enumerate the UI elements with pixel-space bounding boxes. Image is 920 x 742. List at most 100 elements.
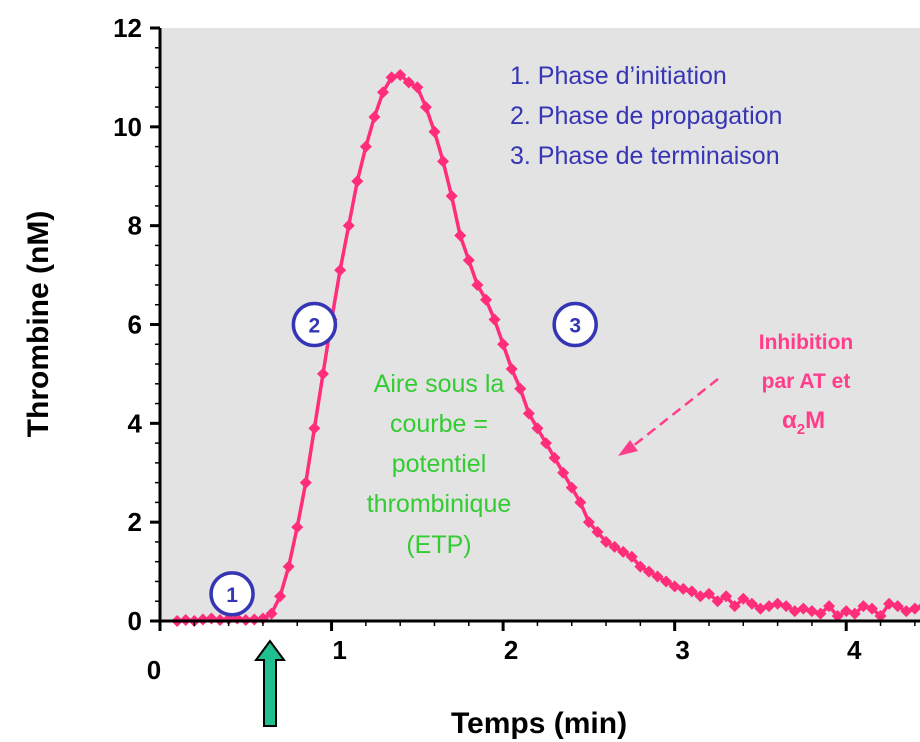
data-point — [394, 68, 407, 81]
data-point — [591, 526, 604, 539]
data-point — [883, 597, 896, 610]
data-point — [745, 597, 758, 610]
data-point — [900, 605, 913, 618]
data-point — [634, 560, 647, 573]
data-point — [780, 600, 793, 613]
alpha-subscript: 2 — [797, 421, 805, 438]
data-point — [497, 338, 510, 351]
data-point — [642, 565, 655, 578]
data-point — [548, 451, 561, 464]
data-point — [274, 590, 287, 603]
data-point — [557, 466, 570, 479]
y-tick-label: 10 — [113, 112, 142, 142]
data-point — [917, 603, 920, 609]
y-tick-label: 12 — [113, 13, 142, 43]
data-point — [471, 278, 484, 291]
data-point — [385, 71, 398, 84]
phase-marker-circle — [552, 301, 598, 348]
data-point — [737, 592, 750, 605]
data-point — [462, 254, 475, 267]
data-point — [608, 540, 621, 553]
data-point — [368, 110, 381, 123]
area-label-line-5: (ETP) — [406, 531, 471, 559]
data-point — [857, 600, 870, 613]
x-axis-title: Temps (min) — [451, 707, 627, 740]
data-point — [428, 125, 441, 138]
phase-marker-label: 2 — [309, 315, 321, 338]
data-point — [720, 590, 733, 603]
data-point — [814, 607, 827, 620]
data-point — [291, 521, 304, 534]
area-label-line-2: courbe = — [390, 410, 488, 438]
data-point — [702, 587, 715, 600]
y-tick-label: 0 — [128, 606, 142, 636]
data-point — [316, 367, 329, 380]
y-tick-label: 8 — [128, 211, 142, 241]
phase-marker-label: 1 — [226, 584, 238, 607]
data-point — [402, 76, 415, 89]
data-point — [342, 219, 355, 232]
y-tick-label: 4 — [128, 408, 143, 438]
alpha-tail: M — [805, 407, 825, 434]
x-tick-label: 0 — [147, 655, 161, 685]
data-point — [660, 575, 673, 588]
data-point — [831, 610, 844, 623]
phase-markers: 1 2 3 — [209, 301, 598, 617]
data-point — [625, 550, 638, 563]
legend-line-3: 3. Phase de terminaison — [510, 142, 780, 170]
plot-area — [160, 28, 920, 621]
data-point — [668, 580, 681, 593]
y-tick-label: 2 — [128, 507, 142, 537]
area-label-line-4: thrombinique — [367, 490, 512, 518]
area-label-line-3: potentiel — [392, 450, 487, 478]
inhibition-annotation: Inhibition par AT et α2M — [618, 331, 853, 456]
data-point — [617, 545, 630, 558]
data-point — [840, 605, 853, 618]
data-point — [299, 476, 312, 489]
x-tick-label: 2 — [504, 635, 518, 665]
data-point — [505, 362, 518, 375]
data-point — [677, 582, 690, 595]
data-point — [797, 602, 810, 615]
inhibition-line-1: Inhibition — [759, 331, 853, 354]
phase-marker-circle — [209, 571, 255, 617]
data-point — [805, 605, 818, 618]
inhibition-line-3: α2M — [782, 407, 825, 438]
data-point — [823, 600, 836, 613]
data-point — [891, 600, 904, 613]
data-point — [454, 229, 467, 242]
legend-line-1: 1. Phase d’initiation — [510, 62, 727, 90]
data-point — [865, 602, 878, 615]
data-point — [419, 101, 432, 114]
data-point — [531, 422, 544, 435]
data-point — [351, 175, 364, 188]
inhibition-arrow-head — [618, 440, 638, 456]
data-point — [574, 496, 587, 509]
data-point — [685, 585, 698, 598]
data-point — [265, 607, 278, 620]
inhibition-line-2: par AT et — [762, 370, 851, 393]
y-tick-label: 6 — [128, 310, 142, 340]
data-point — [848, 607, 861, 620]
data-point — [540, 437, 552, 450]
data-point — [377, 86, 390, 99]
inhibition-arrow-line — [627, 378, 719, 451]
data-point — [754, 602, 767, 615]
data-point — [308, 422, 321, 435]
alpha-symbol: α — [782, 407, 797, 434]
phase-legend: 1. Phase d’initiation 2. Phase de propag… — [510, 62, 782, 170]
data-point — [488, 313, 501, 326]
data-point — [771, 597, 784, 610]
data-point — [694, 590, 707, 603]
data-point — [651, 570, 664, 583]
phase-marker-label: 3 — [569, 315, 581, 338]
y-axis-title: Thrombine (nM) — [22, 211, 55, 438]
data-point — [411, 81, 424, 94]
start-arrow — [254, 639, 286, 727]
area-label-line-1: Aire sous la — [374, 370, 505, 398]
data-point — [437, 155, 450, 168]
data-point — [565, 481, 578, 494]
data-point — [282, 560, 295, 573]
